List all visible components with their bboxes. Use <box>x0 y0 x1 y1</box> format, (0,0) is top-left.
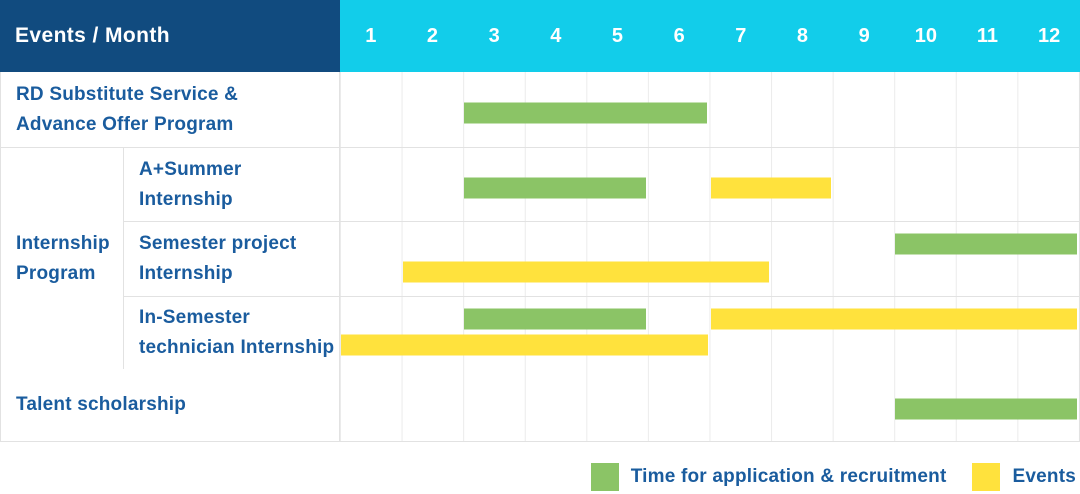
month-header-6: 6 <box>673 24 685 47</box>
month-header-2: 2 <box>426 24 439 47</box>
timeline-in-semester-technician <box>340 297 1079 369</box>
row-label-rd-substitute: RD Substitute Service & Advance Offer Pr… <box>1 72 340 147</box>
group-label-line: Internship <box>16 232 110 254</box>
timeline-semester-project <box>340 222 1079 296</box>
month-header-7: 7 <box>735 24 747 47</box>
gantt-bar-green <box>464 102 708 124</box>
legend-label: Events <box>1012 466 1076 487</box>
legend-item-events: Events <box>972 463 1076 491</box>
row-label-line: technician Internship <box>139 337 335 358</box>
month-header-12: 12 <box>1038 24 1061 47</box>
events-month-header-cell: Events / Month <box>0 0 340 72</box>
row-label-line: Talent scholarship <box>16 394 187 415</box>
timeline-rd-substitute <box>340 72 1079 147</box>
row-label-line: Internship <box>139 188 233 210</box>
gantt-bar-yellow <box>710 308 1077 330</box>
month-header-1: 1 <box>365 24 377 47</box>
gantt-bar-green <box>464 177 646 199</box>
row-label-line: RD Substitute Service & <box>16 83 239 105</box>
gantt-bar-yellow <box>341 334 708 356</box>
row-label-line: In-Semester <box>139 307 250 328</box>
row-label-line: Advance Offer Program <box>16 113 234 135</box>
month-header-5: 5 <box>611 24 624 47</box>
group-rows: A+Summer Internship Semester project Int… <box>124 148 1079 369</box>
table-header-row: Events / Month 1 2 3 4 5 6 7 8 9 10 11 1… <box>0 0 1080 72</box>
legend: Time for application & recruitment Event… <box>590 463 1076 491</box>
timeline-a-plus-summer <box>340 148 1079 221</box>
timeline-talent-scholarship <box>340 369 1079 441</box>
month-header-3: 3 <box>488 24 500 47</box>
table-row-semester-project: Semester project Internship <box>124 221 1079 296</box>
group-label-line: Program <box>16 262 96 284</box>
gantt-bar-yellow <box>402 261 770 283</box>
month-header-11: 11 <box>976 24 999 47</box>
month-header-4: 4 <box>550 24 562 47</box>
table-row-rd-substitute: RD Substitute Service & Advance Offer Pr… <box>1 72 1079 147</box>
row-label-in-semester-technician: In-Semester technician Internship <box>124 297 340 369</box>
row-label-line: Internship <box>139 263 233 284</box>
legend-label: Time for application & recruitment <box>630 466 947 487</box>
green-swatch-icon <box>590 463 619 491</box>
row-label-a-plus-summer: A+Summer Internship <box>124 148 340 221</box>
month-header-9: 9 <box>858 24 870 47</box>
row-label-line: Semester project <box>139 233 297 254</box>
events-month-label: Events / Month <box>15 24 170 47</box>
month-header-8: 8 <box>796 24 809 47</box>
gantt-bar-green <box>464 308 646 330</box>
month-header-10: 10 <box>914 24 937 47</box>
legend-item-application-recruitment: Time for application & recruitment <box>590 463 947 491</box>
yellow-swatch-icon <box>972 463 1001 491</box>
table-body: RD Substitute Service & Advance Offer Pr… <box>0 72 1080 442</box>
row-label-line: A+Summer <box>139 158 242 180</box>
row-label-semester-project: Semester project Internship <box>124 222 340 296</box>
gantt-bar-green <box>895 233 1077 255</box>
table-row-a-plus-summer: A+Summer Internship <box>124 148 1079 221</box>
gantt-bar-yellow <box>710 177 831 199</box>
row-label-talent-scholarship: Talent scholarship <box>1 369 340 441</box>
group-label-internship-program: Internship Program <box>1 148 124 369</box>
table-row-in-semester-technician: In-Semester technician Internship <box>124 296 1079 369</box>
month-header-strip: 1 2 3 4 5 6 7 8 9 10 11 12 <box>340 0 1080 72</box>
table-row-talent-scholarship: Talent scholarship <box>1 369 1079 441</box>
internship-program-group: Internship Program A+Summer Internship S… <box>1 147 1079 369</box>
gantt-bar-green <box>895 398 1077 420</box>
